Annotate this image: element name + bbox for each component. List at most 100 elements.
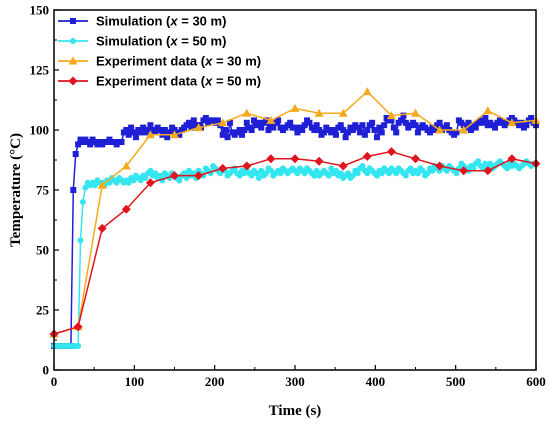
x-tick-label: 400 (366, 374, 386, 389)
series-1-point (361, 131, 368, 138)
series-4-point (242, 161, 252, 171)
series-1-point (222, 127, 229, 133)
series-1-point (287, 119, 294, 126)
x-tick-label: 0 (51, 374, 58, 389)
series-4-point (145, 178, 155, 188)
series-1-point (414, 129, 421, 136)
series-1-point (70, 187, 77, 193)
series-1-point (87, 141, 94, 148)
series-1-point (431, 127, 438, 133)
series-2 (51, 158, 539, 349)
series-4-point (483, 166, 493, 176)
series-1-point (332, 131, 339, 138)
series-2-point (263, 170, 270, 177)
series-2-point (475, 158, 482, 165)
series-1-point (340, 127, 347, 133)
series-1-point (311, 127, 318, 133)
series-1-point (265, 127, 272, 133)
series-2-point (236, 172, 243, 179)
legend-label: Experiment data (x = 50 m) (96, 74, 261, 89)
series-1-point (369, 119, 376, 126)
plot-area (49, 87, 541, 349)
series-3-point (266, 115, 276, 124)
series-3-point (121, 161, 131, 170)
series-2-point (453, 170, 460, 177)
series-1-line (54, 113, 537, 347)
series-2-point (176, 177, 183, 184)
y-tick-label: 150 (30, 3, 50, 18)
series-1-point (320, 129, 327, 136)
axes: 0 100 200 300 400 500 600 0 25 50 75 100 125 150 (30, 3, 546, 390)
series-1-point (518, 119, 525, 126)
series-1-point (219, 131, 226, 138)
legend: Simulation (x = 30 m) Simulation (x = 50 … (58, 14, 261, 89)
series-1-point (140, 124, 147, 131)
series-1-point (436, 119, 443, 126)
series-1-point (188, 124, 195, 131)
series-2-point (79, 199, 86, 205)
series-2-point (130, 177, 137, 184)
series-1-point (306, 119, 313, 126)
series-1-point (214, 117, 221, 124)
series-2-point (402, 172, 409, 179)
legend-swatch-marker (70, 38, 76, 44)
series-1-point (354, 124, 361, 131)
series-4-point (121, 204, 131, 214)
series-3-point (411, 108, 420, 117)
series-1-point (152, 129, 159, 136)
series-1-point (472, 124, 479, 131)
series-2-point (332, 167, 339, 174)
x-tick-label: 500 (446, 374, 466, 389)
series-1-point (236, 127, 243, 133)
series-2-point (487, 160, 494, 167)
series-2-point (241, 170, 248, 177)
series-4-point (73, 322, 83, 332)
series-2-point (185, 167, 192, 174)
series-1-point (118, 139, 125, 145)
legend-entry-3: Experiment data (x = 30 m) (58, 54, 261, 69)
series-2-point (91, 182, 98, 189)
legend-entry-1: Simulation (x = 30 m) (58, 14, 226, 29)
y-tick-label: 25 (36, 303, 50, 318)
series-2-point (354, 170, 361, 177)
series-1-point (185, 119, 192, 126)
series-4-point (218, 163, 228, 173)
series-4-point (194, 171, 204, 181)
series-2-point (443, 167, 450, 174)
series-2-point (152, 170, 159, 177)
series-1-point (482, 115, 489, 121)
series-4-point (97, 223, 107, 233)
series-1-point (72, 151, 79, 157)
series-1-point (443, 122, 450, 129)
series-3-point (483, 106, 493, 115)
y-tick-label: 0 (43, 363, 50, 378)
series-1-point (479, 119, 486, 126)
series-2-point (504, 165, 511, 172)
series-1-point (75, 141, 82, 148)
series-3-point (97, 180, 107, 189)
y-tick-label: 75 (36, 183, 50, 198)
series-3-point (242, 108, 252, 117)
series-2-point (125, 179, 132, 186)
series-2-point (385, 170, 392, 177)
series-2-point (142, 175, 149, 181)
series-3-point (194, 123, 204, 132)
series-3-point (145, 130, 155, 139)
series-1 (51, 112, 539, 349)
series-1-point (292, 124, 298, 131)
series-1-point (226, 119, 233, 126)
series-1-point (263, 117, 270, 124)
series-1-point (381, 122, 388, 129)
series-3-point (290, 103, 300, 112)
series-1-point (330, 127, 337, 133)
series-1-point (125, 131, 132, 138)
series-1-point (166, 129, 173, 136)
series-2-point (267, 167, 274, 174)
series-3-point (507, 118, 517, 127)
series-2-point (258, 167, 265, 174)
series-1-point (313, 122, 320, 129)
series-1-point (243, 119, 250, 126)
series-1-point (137, 129, 144, 136)
series-3-point (386, 111, 396, 120)
